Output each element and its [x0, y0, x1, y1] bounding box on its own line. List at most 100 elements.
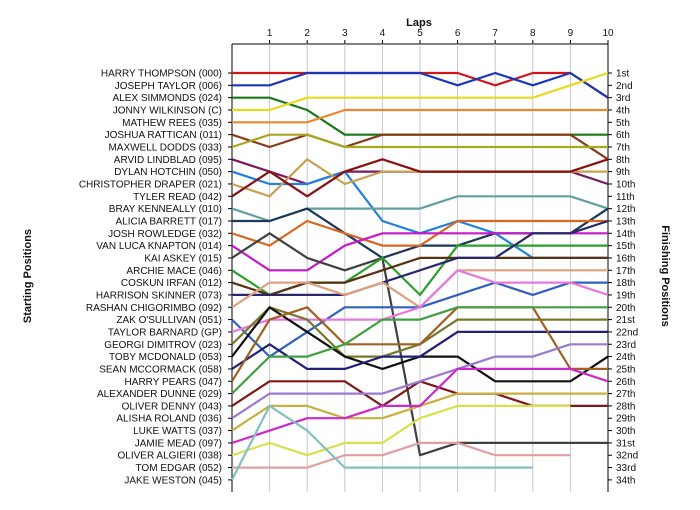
finishing-position-label: 32nd [616, 451, 638, 462]
finishing-position-label: 12th [616, 204, 635, 215]
driver-label: HARRY THOMPSON (000) [101, 69, 222, 80]
lap-tick-label: 9 [568, 28, 574, 39]
series-line-33 [232, 441, 571, 469]
series-line-14 [231, 219, 608, 247]
finishing-position-label: 8th [616, 155, 630, 166]
lap-tick-label: 2 [304, 28, 310, 39]
finishing-position-label: 33rd [616, 463, 636, 474]
driver-label: HARRISON SKINNER (073) [96, 290, 222, 301]
series-line-25 [231, 330, 608, 370]
finishing-position-label: 4th [616, 105, 630, 116]
lap-tick-label: 3 [342, 28, 348, 39]
finishing-position-label: 5th [616, 118, 630, 129]
driver-label: TAYLOR BARNARD (GP) [108, 327, 222, 338]
finishing-position-label: 24th [616, 352, 635, 363]
driver-label: HARRY PEARS (047) [125, 377, 222, 388]
series-line-11 [231, 158, 609, 198]
series-line-32 [231, 404, 571, 457]
labels: 1 2 3 4 5 6 7 8 9 10 HARRY THOMPSON (000)JOSEPH TA… [79, 28, 638, 486]
driver-label: ALEX SIMMONDS (024) [113, 93, 222, 104]
series-line-7 [231, 133, 608, 149]
driver-label: COSKUN IRFAN (012) [121, 278, 222, 289]
driver-label: TOM EDGAR (052) [136, 463, 223, 474]
driver-label: ALICIA BARRETT (017) [115, 216, 222, 227]
series-line-26 [231, 306, 608, 382]
finishing-position-label: 13th [616, 216, 635, 227]
series-line-6 [231, 133, 609, 161]
finishing-position-label: 23rd [616, 340, 636, 351]
series-line-34 [231, 404, 533, 481]
finishing-position-label: 34th [616, 475, 635, 486]
series-line-19 [232, 219, 609, 296]
series-line-22 [231, 269, 609, 333]
driver-label: ARCHIE MACE (046) [126, 266, 222, 277]
driver-label: KAI ASKEY (015) [144, 253, 222, 264]
finishing-position-label: 1st [616, 69, 630, 80]
driver-label: JOSHUA RATTICAN (011) [105, 130, 222, 141]
series-line-2 [232, 71, 609, 99]
driver-label: JAMIE MEAD (097) [135, 438, 222, 449]
lap-tick-label: 8 [530, 28, 536, 39]
series-line-16 [231, 232, 608, 457]
driver-label: MAXWELL DODDS (033) [108, 142, 222, 153]
finishing-position-label: 21st [616, 315, 635, 326]
lap-tick-label: 5 [417, 28, 423, 39]
driver-label: BRAY KENNEALLY (010) [109, 204, 222, 215]
finishing-position-label: 18th [616, 278, 635, 289]
lap-tick-label: 6 [455, 28, 461, 39]
driver-label: ZAK O'SULLIVAN (051) [116, 315, 222, 326]
driver-label: JAKE WESTON (045) [124, 475, 222, 486]
driver-label: ARVID LINDBLAD (095) [114, 155, 222, 166]
y-axis-title-right: Finishing Positions [659, 225, 671, 326]
finishing-position-label: 28th [616, 401, 635, 412]
finishing-position-label: 6th [616, 130, 630, 141]
driver-label: TYLER READ (042) [133, 192, 222, 203]
finishing-position-label: 29th [616, 414, 635, 425]
y-axis-title-left: Starting Positions [22, 229, 34, 323]
finishing-position-label: 17th [616, 266, 635, 277]
driver-label: JOSH ROWLEDGE (032) [108, 229, 222, 240]
finishing-position-label: 2nd [616, 81, 633, 92]
driver-label: TOBY MCDONALD (053) [109, 352, 222, 363]
finishing-position-label: 20th [616, 303, 635, 314]
driver-label: ALISHA ROLAND (036) [116, 414, 222, 425]
series-line-4 [232, 71, 609, 112]
finishing-position-label: 19th [616, 290, 635, 301]
finishing-position-label: 22nd [616, 327, 638, 338]
series-line-27 [231, 306, 608, 395]
driver-label: JONNY WILKINSON (C) [113, 105, 222, 116]
driver-label: ALEXANDER DUNNE (029) [97, 389, 222, 400]
lap-tick-label: 1 [267, 28, 273, 39]
finishing-position-label: 7th [616, 142, 630, 153]
driver-label: VAN LUCA KNAPTON (014) [96, 241, 222, 252]
driver-label: DYLAN HOTCHIN (050) [114, 167, 222, 178]
driver-label: OLIVER ALGIERI (038) [118, 451, 223, 462]
finishing-position-label: 14th [616, 229, 635, 240]
finishing-position-label: 15th [616, 241, 635, 252]
finishing-position-label: 31st [616, 438, 635, 449]
series-line-5 [232, 108, 608, 124]
driver-label: JOSEPH TAYLOR (006) [115, 81, 222, 92]
lap-tick-label: 10 [602, 28, 614, 39]
series-line-18 [231, 256, 608, 296]
lap-tick-label: 4 [380, 28, 386, 39]
driver-label: OLIVER DENNY (043) [122, 401, 222, 412]
x-axis-title: Laps [406, 17, 432, 29]
finishing-position-label: 26th [616, 377, 635, 388]
driver-label: RASHAN CHIGORIMBO (092) [86, 303, 222, 314]
driver-label: CHRISTOPHER DRAPER (021) [79, 179, 222, 190]
driver-label: MATHEW REES (035) [122, 118, 222, 129]
driver-label: GEORGI DIMITROV (023) [104, 340, 222, 351]
finishing-position-label: 25th [616, 364, 635, 375]
finishing-position-label: 16th [616, 253, 635, 264]
series-line-29 [231, 343, 608, 420]
driver-label: LUKE WATTS (037) [133, 426, 222, 437]
finishing-position-label: 30th [616, 426, 635, 437]
finishing-position-label: 9th [616, 167, 630, 178]
finishing-position-label: 3rd [616, 93, 630, 104]
series-lines [231, 71, 609, 481]
finishing-position-label: 11th [616, 192, 635, 203]
finishing-position-label: 27th [616, 389, 635, 400]
driver-label: SEAN MCCORMACK (058) [99, 364, 222, 375]
finishing-position-label: 10th [616, 179, 635, 190]
